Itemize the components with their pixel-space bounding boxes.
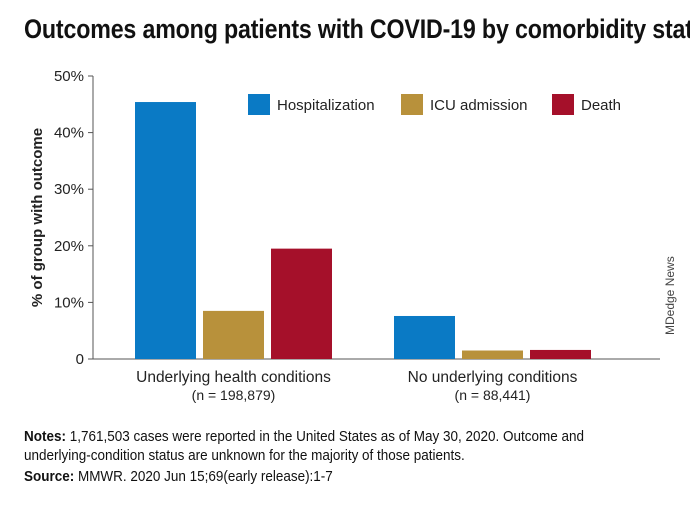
legend-label: ICU admission [430, 97, 528, 114]
bar-death-1 [530, 349, 591, 359]
y-tick-label: 10% [54, 294, 84, 311]
bar-icu-admission-0 [203, 310, 264, 359]
x-category-sublabel: (n = 88,441) [455, 387, 531, 403]
bar-chart: 0 10% 20% 30% 40% 50% % of group with outcome U… [29, 68, 660, 403]
credit-label: MDedge News [663, 256, 677, 335]
source: Source: MMWR. 2020 Jun 15;69(early relea… [24, 469, 333, 485]
y-tick-label: 50% [54, 68, 84, 85]
x-category-label: No underlying conditions [408, 369, 578, 386]
bar-hospitalization-1 [394, 315, 455, 359]
legend-label: Hospitalization [277, 97, 375, 114]
legend-swatch [248, 94, 270, 115]
chart-title: Outcomes among patients with COVID-19 by… [24, 14, 690, 44]
bar-death-0 [271, 248, 332, 359]
legend-swatch [401, 94, 423, 115]
y-tick-label: 0 [76, 351, 84, 368]
x-category-sublabel: (n = 198,879) [192, 387, 276, 403]
bar-hospitalization-0 [135, 102, 196, 359]
x-category-label: Underlying health conditions [136, 369, 331, 386]
y-tick-label: 20% [54, 238, 84, 255]
y-tick-label: 30% [54, 181, 84, 198]
source-text: MMWR. 2020 Jun 15;69(early release):1-7 [77, 469, 333, 485]
notes-label: Notes: [24, 429, 66, 445]
notes-text: 1,761,503 cases were reported in the Uni… [24, 429, 584, 464]
bar-icu-admission-1 [462, 350, 523, 359]
y-axis-label: % of group with outcome [29, 128, 46, 307]
legend-swatch [552, 94, 574, 115]
legend-label: Death [581, 97, 621, 114]
notes: Notes: 1,761,503 cases were reported in … [24, 428, 629, 466]
source-label: Source: [24, 469, 75, 485]
y-tick-label: 40% [54, 125, 84, 142]
